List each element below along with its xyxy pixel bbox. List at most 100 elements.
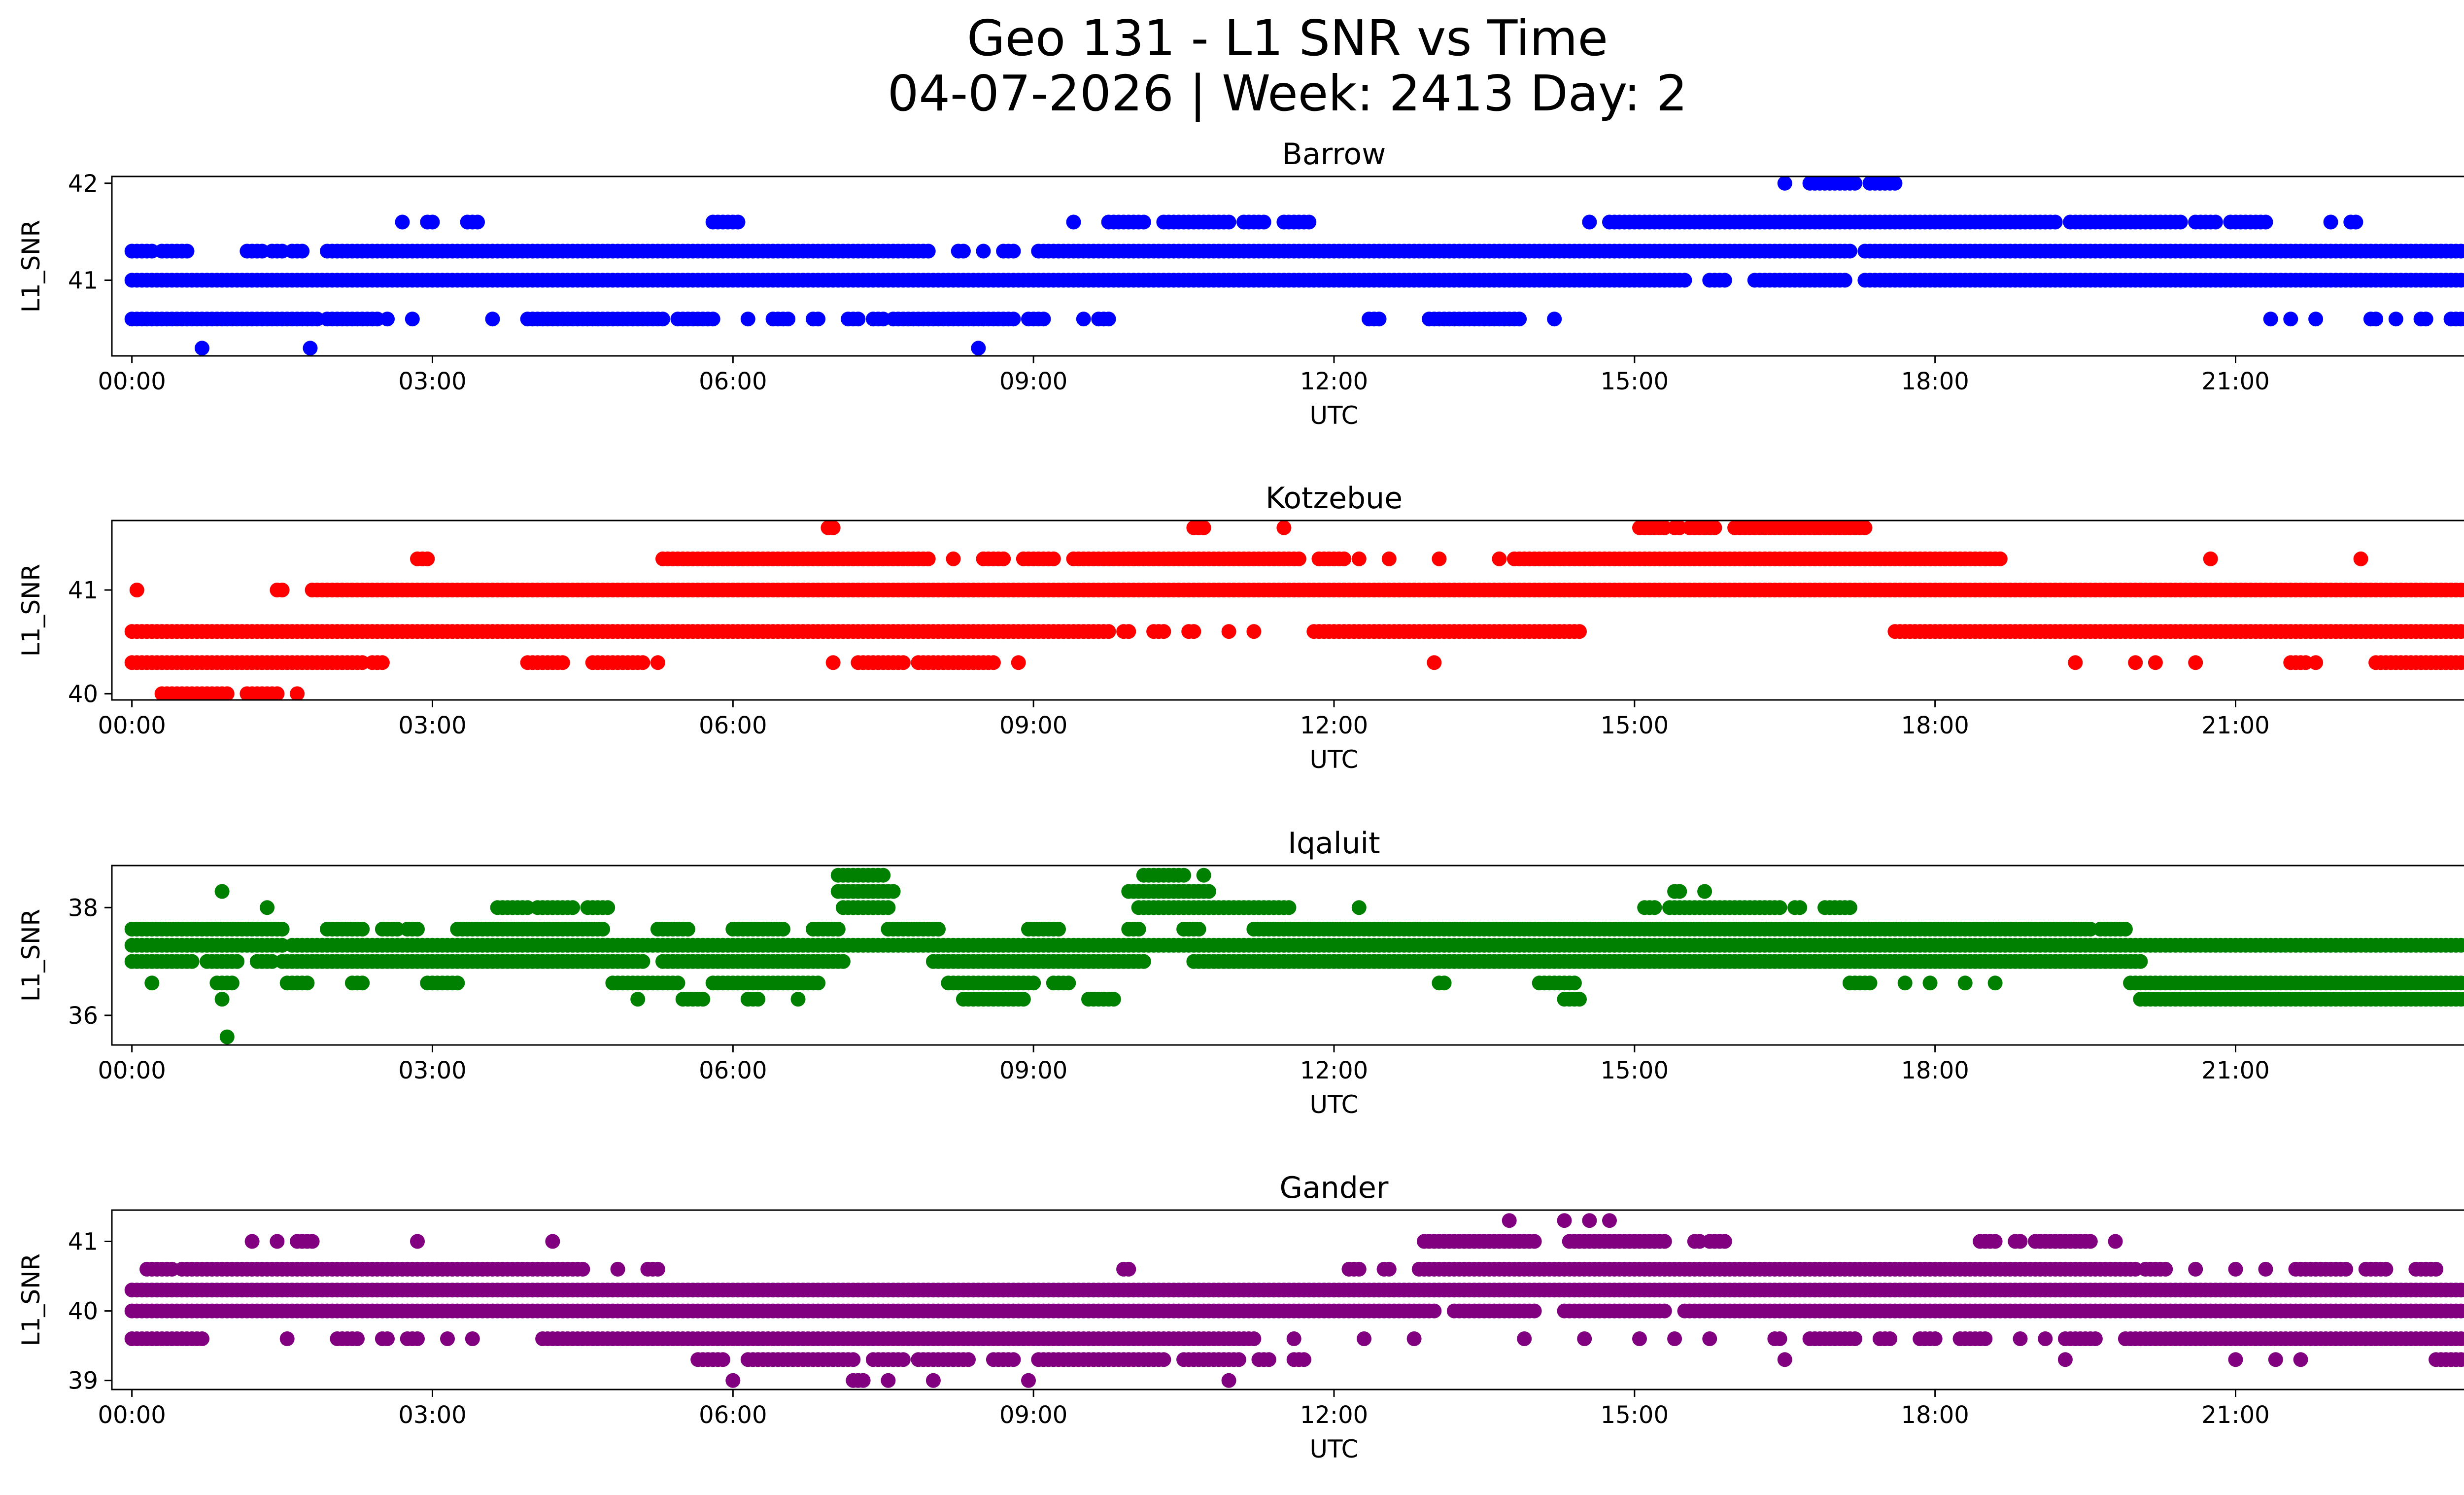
data-point xyxy=(996,551,1011,566)
data-point xyxy=(1276,521,1292,535)
data-point xyxy=(2459,273,2464,287)
data-point xyxy=(976,243,991,259)
data-point xyxy=(1697,884,1712,899)
data-point xyxy=(1136,954,1151,969)
data-point xyxy=(2173,214,2188,230)
data-point xyxy=(260,900,275,915)
data-point xyxy=(2258,214,2273,230)
data-point xyxy=(450,975,465,991)
data-point xyxy=(290,686,305,700)
x-tick-label: 15:00 xyxy=(1601,712,1669,739)
data-point xyxy=(555,655,570,670)
data-point xyxy=(1842,900,1857,915)
subplot-title: Barrow xyxy=(1282,137,1386,172)
data-point xyxy=(2348,214,2363,230)
x-tick-label: 15:00 xyxy=(1601,1057,1669,1084)
data-point xyxy=(1201,884,1216,899)
data-point xyxy=(195,341,209,356)
data-points xyxy=(124,1213,2464,1388)
data-point xyxy=(2418,312,2433,327)
data-point xyxy=(1136,214,1151,230)
data-point xyxy=(300,975,315,991)
data-point xyxy=(956,243,971,259)
data-point xyxy=(2459,992,2464,1007)
data-point xyxy=(650,655,665,670)
subplot-title: Kotzebue xyxy=(1266,481,1403,516)
data-point xyxy=(395,214,410,230)
y-tick-label: 41 xyxy=(68,267,98,295)
x-tick-label: 00:00 xyxy=(98,712,166,739)
data-point xyxy=(1848,176,1862,191)
x-tick-label: 12:00 xyxy=(1300,712,1368,739)
data-point xyxy=(1567,975,1582,991)
data-point xyxy=(380,312,395,327)
x-tick-label: 09:00 xyxy=(999,368,1067,395)
y-axis-label: L1_SNR xyxy=(17,909,45,1002)
data-points xyxy=(124,521,2464,700)
x-tick-label: 03:00 xyxy=(398,368,466,395)
x-tick-label: 03:00 xyxy=(398,1057,466,1084)
data-point xyxy=(790,992,806,1007)
data-point xyxy=(2459,624,2464,639)
data-point xyxy=(1492,551,1507,566)
data-point xyxy=(1196,868,1211,883)
figure-subtitle: 04-07-2026 | Week: 2413 Day: 2 xyxy=(887,65,1688,122)
data-point xyxy=(1792,900,1808,915)
data-point xyxy=(1101,312,1116,327)
data-point xyxy=(295,243,310,259)
data-point xyxy=(705,312,720,327)
data-point xyxy=(1922,975,1938,991)
data-point xyxy=(851,312,866,327)
data-point xyxy=(1106,992,1121,1007)
x-tick-label: 03:00 xyxy=(398,712,466,739)
x-tick-label: 06:00 xyxy=(699,368,767,395)
data-point xyxy=(2459,312,2464,326)
data-point xyxy=(1191,922,1206,937)
data-point xyxy=(1061,975,1076,991)
data-point xyxy=(835,954,851,969)
data-point xyxy=(230,954,245,969)
axes-frame xyxy=(111,175,2464,357)
data-point xyxy=(565,900,581,915)
data-point xyxy=(670,975,685,991)
data-point xyxy=(1897,975,1913,991)
data-point xyxy=(179,243,195,259)
y-axis-label: L1_SNR xyxy=(17,220,45,313)
data-point xyxy=(303,341,318,356)
data-point xyxy=(2459,655,2464,670)
data-point xyxy=(600,900,616,915)
data-point xyxy=(375,655,390,670)
data-point xyxy=(881,900,896,915)
data-point xyxy=(1547,312,1562,327)
data-point xyxy=(2388,312,2403,327)
data-point xyxy=(635,954,650,969)
data-point xyxy=(425,214,440,230)
data-point xyxy=(410,922,425,937)
data-points xyxy=(124,868,2464,1044)
data-point xyxy=(751,992,766,1007)
data-point xyxy=(2068,655,2083,670)
data-point xyxy=(931,922,946,937)
data-point xyxy=(2459,938,2464,953)
data-point xyxy=(1196,521,1211,535)
data-point xyxy=(1777,176,1792,191)
data-point xyxy=(1857,521,1873,535)
data-point xyxy=(1351,900,1367,915)
data-point xyxy=(1432,551,1447,566)
x-tick-label: 18:00 xyxy=(1901,1057,1969,1084)
data-point xyxy=(420,551,435,566)
data-point xyxy=(1957,975,1973,991)
data-point xyxy=(1427,655,1442,670)
data-point xyxy=(214,884,230,899)
data-point xyxy=(2203,551,2218,566)
data-point xyxy=(730,214,746,230)
axes-frame xyxy=(111,520,2464,701)
data-point xyxy=(129,583,144,597)
data-point xyxy=(781,312,796,327)
data-point xyxy=(811,312,826,327)
y-tick-label: 41 xyxy=(68,577,98,604)
